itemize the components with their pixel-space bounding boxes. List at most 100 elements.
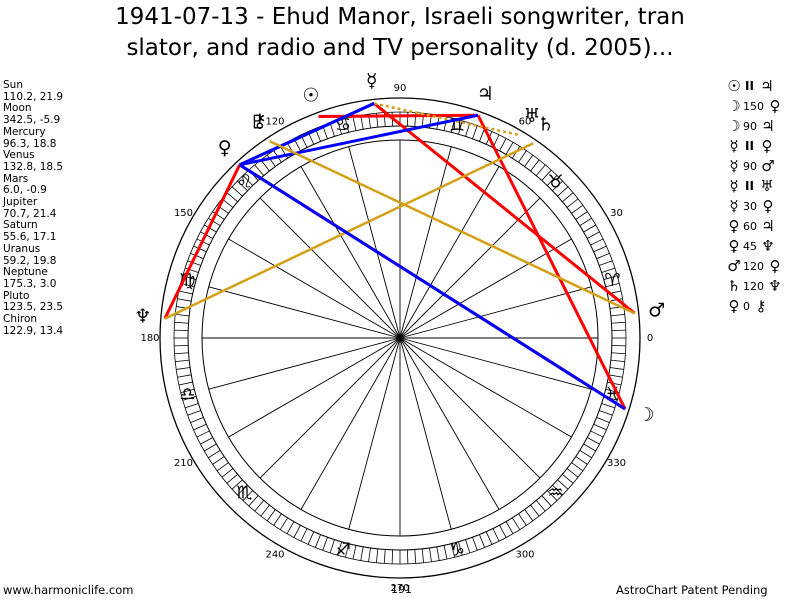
degree-tick <box>566 468 579 478</box>
degree-tick <box>465 539 471 554</box>
zodiac-sign-icon: ♒ <box>547 483 563 504</box>
aspect-line <box>238 163 626 411</box>
division-line <box>348 146 401 339</box>
planet-positions-list: Sun 110.2, 21.9 Moon 342.5, -5.9 Mercury 96.3… <box>3 79 63 337</box>
planet-name: Saturn <box>3 219 38 232</box>
aspect-angle: 0 <box>743 299 750 313</box>
degree-tick <box>196 430 210 438</box>
aspect-line <box>163 164 242 320</box>
degree-tick <box>375 548 379 563</box>
website-link[interactable]: www.harmoniclife.com <box>3 583 134 597</box>
degree-tick <box>344 118 350 133</box>
aspect-angle: 90 <box>743 159 757 173</box>
degree-tick <box>499 138 507 152</box>
degree-tick <box>593 245 607 253</box>
planet-values: 70.7, 21.4 <box>3 207 57 220</box>
planet-entry-pluto: Pluto 123.5, 23.5 <box>3 289 63 314</box>
degree-tick <box>266 154 276 167</box>
degree-tick <box>182 396 197 401</box>
degree-tick <box>605 282 620 288</box>
degree-tick <box>611 321 626 324</box>
chart-title-line-2: slator, and radio and TV personality (d.… <box>126 35 674 61</box>
division-line <box>399 166 500 339</box>
degree-tick <box>178 381 193 386</box>
degree-tick <box>609 367 624 370</box>
degree-tick <box>221 468 234 478</box>
degree-tick <box>530 504 540 517</box>
degree-tick <box>208 217 221 226</box>
aspect-row: ☽ 90 ♃ <box>727 116 782 136</box>
degree-tick <box>599 260 613 266</box>
aspect-angle: 150 <box>743 99 764 113</box>
planet-name: Mercury <box>3 125 46 138</box>
planet-glyph-icon: ☽ <box>727 117 741 135</box>
degree-tick <box>174 352 189 355</box>
degree-tick <box>421 548 425 563</box>
planet-glyph-icon: ♄ <box>727 277 741 295</box>
degree-tick <box>254 164 265 176</box>
degree-tick <box>175 359 190 363</box>
parallel-symbol: II <box>745 79 754 93</box>
planet-glyph-icon: ♅ <box>760 177 774 195</box>
aspect-angle: 30 <box>743 199 757 213</box>
degree-tick <box>352 116 357 131</box>
degree-tick <box>596 417 610 424</box>
degree-tick <box>242 490 254 501</box>
division-line <box>399 238 572 339</box>
degree-tick <box>562 192 574 203</box>
degree-label: 330 <box>607 458 626 469</box>
degree-tick <box>204 443 217 452</box>
planet-glyph-icon: ☉ <box>727 77 741 95</box>
degree-tick <box>518 150 527 163</box>
degree-tick <box>273 513 282 526</box>
aspect-line <box>373 102 522 137</box>
planet-glyph-icon: ☿ <box>729 197 739 215</box>
degree-tick <box>177 298 192 302</box>
aspect-row: ♀ 45 ♆ <box>727 236 782 256</box>
planet-entry-mars: Mars 6.0, -0.9 <box>3 173 63 197</box>
planet-glyph-icon: ♂ <box>761 157 775 175</box>
degree-tick <box>611 352 626 355</box>
planet-name: Neptune <box>3 266 48 279</box>
planet-glyph-icon: ☽ <box>727 97 741 115</box>
degree-tick <box>458 120 463 135</box>
aspect-row: ☿ 90 ♂ <box>727 156 782 176</box>
degree-tick <box>450 543 456 558</box>
degree-label: 270 <box>390 583 409 594</box>
planet-uranus-icon: ♅ <box>524 105 541 127</box>
degree-label: 0 <box>647 333 653 344</box>
planet-name: Chiron <box>3 313 38 326</box>
degree-tick <box>607 381 622 386</box>
aspect-row: ♂ 120 ♀ <box>727 256 782 276</box>
planet-entry-mercury: Mercury 96.3, 18.8 <box>3 125 63 150</box>
planet-jupiter-icon: ♃ <box>477 83 494 105</box>
planet-glyph-icon: ♀ <box>761 137 773 155</box>
planet-pluto-icon: ♇ <box>249 111 266 133</box>
degree-tick <box>608 374 623 378</box>
degree-tick <box>571 462 584 472</box>
degree-tick <box>237 180 248 192</box>
degree-tick <box>535 500 546 512</box>
zodiac-sign-icon: ♉ <box>547 171 563 192</box>
planet-glyph-icon: ♃ <box>761 117 775 135</box>
degree-tick <box>472 537 478 551</box>
degree-tick <box>184 267 199 273</box>
degree-tick <box>329 122 335 137</box>
degree-tick <box>562 473 574 484</box>
degree-tick <box>546 490 558 501</box>
planet-name: Pluto <box>3 289 30 302</box>
aspect-row: ☽ 150 ♀ <box>727 96 782 116</box>
degree-tick <box>512 517 521 530</box>
aspect-angle: 120 <box>743 259 764 273</box>
degree-tick <box>579 217 592 226</box>
division-line <box>399 286 592 339</box>
degree-tick <box>575 211 588 220</box>
degree-tick <box>596 252 610 259</box>
degree-tick <box>603 275 618 280</box>
patent-notice: AstroChart Patent Pending <box>616 583 768 597</box>
degree-tick <box>242 175 254 186</box>
planet-values: 59.2, 19.8 <box>3 254 57 267</box>
aspect-angle: 60 <box>743 219 757 233</box>
degree-tick <box>590 430 604 438</box>
planet-glyph-icon: ♆ <box>768 277 782 295</box>
